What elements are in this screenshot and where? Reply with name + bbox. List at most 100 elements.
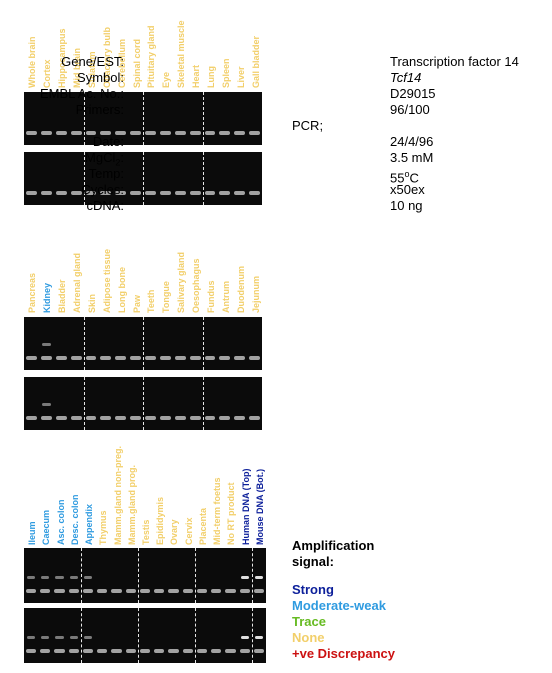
gene-label: Gene/EST: — [61, 54, 124, 69]
gel-band — [97, 589, 108, 593]
lane-separator — [84, 92, 85, 145]
panel-2: Pancreas Kidney Bladder Adrenal gland Skin Ad… — [24, 225, 264, 435]
symbol-value: Tcf14 — [390, 70, 422, 85]
lane-label: Epididymis — [155, 496, 166, 545]
lane-label: Pituitary gland — [146, 25, 157, 88]
gel-band — [168, 649, 179, 653]
legend-trace: Trace — [292, 614, 326, 629]
pcr-label: PCR; — [292, 118, 324, 133]
gel-band — [82, 589, 94, 593]
mgcl-value: 3.5 mM — [390, 150, 434, 165]
gel-band — [145, 416, 156, 420]
gel-band — [211, 589, 222, 593]
gel-band — [168, 589, 179, 593]
gel-band — [26, 416, 37, 420]
gel-band — [26, 356, 37, 360]
gel-band — [26, 589, 37, 593]
gel-band — [115, 191, 127, 195]
lane-label: Mid-term foetus — [212, 477, 223, 546]
lane-label: Ovary — [169, 519, 180, 545]
product-band — [240, 636, 249, 639]
gel-band — [145, 356, 156, 360]
gel-band — [219, 131, 231, 135]
gel-band — [130, 131, 141, 135]
gel-image-top — [24, 317, 262, 370]
legend-moderate: Moderate-weak — [292, 598, 386, 613]
cdna-value: 10 ng — [390, 198, 423, 213]
lane-label: Caecum — [41, 509, 52, 545]
gel-band — [26, 191, 37, 195]
lane-separator — [84, 317, 85, 370]
gel-band — [159, 131, 171, 135]
gel-band — [159, 416, 171, 420]
product-band — [27, 576, 36, 579]
gel-band — [159, 356, 171, 360]
gel-band — [139, 649, 151, 653]
gel-band — [204, 131, 216, 135]
embl-label: EMBL Ac. No.: — [39, 86, 124, 101]
lane-label: Salivary gland — [176, 251, 187, 313]
gel-band — [249, 131, 260, 135]
product-band — [55, 636, 64, 639]
lane-label: Spleen — [220, 58, 231, 88]
gel-band — [100, 131, 112, 135]
gel-band — [189, 131, 201, 135]
product-band — [83, 576, 93, 579]
product-band — [55, 576, 64, 579]
lane-label: Cortex — [42, 59, 53, 88]
gel-band — [115, 416, 127, 420]
lane-separator — [203, 152, 204, 205]
gel-band — [234, 416, 246, 420]
gel-band — [55, 416, 67, 420]
lane-separator — [138, 608, 139, 663]
lane-label: Human DNA (Top) — [240, 468, 251, 546]
lane-label: Oesophagus — [191, 258, 202, 313]
gel-band — [26, 131, 37, 135]
gel-band — [234, 131, 246, 135]
gel-band — [125, 649, 136, 653]
gel-image-top — [24, 548, 266, 603]
gel-band — [189, 356, 201, 360]
gel-band — [70, 356, 82, 360]
lane-label: Duodenum — [235, 266, 246, 313]
lane-label: Long bone — [116, 267, 127, 313]
lane-labels: Ileum Caecum Asc. colon Desc. colon Appendix… — [24, 446, 266, 546]
gel-band — [68, 649, 79, 653]
mgcl-label: MgCl2: — [85, 150, 124, 168]
lane-separator — [138, 548, 139, 603]
gel-band — [249, 416, 260, 420]
lane-separator — [203, 317, 204, 370]
lane-label: Fundus — [205, 280, 216, 314]
lane-separator — [84, 377, 85, 430]
gel-band — [111, 589, 122, 593]
lane-separator — [81, 548, 82, 603]
lane-label: Whole brain — [27, 36, 38, 89]
gel-band — [40, 649, 51, 653]
gel-band — [211, 649, 222, 653]
gel-band — [85, 131, 97, 135]
gel-band — [253, 589, 264, 593]
lane-separator — [203, 92, 204, 145]
product-band — [41, 576, 50, 579]
lane-labels: Pancreas Kidney Bladder Adrenal gland Skin Ad… — [24, 225, 264, 313]
product-band — [41, 636, 50, 639]
lane-separator — [252, 548, 253, 603]
lane-separator — [252, 608, 253, 663]
legend-strong: Strong — [292, 582, 334, 597]
legend-title: Amplification — [292, 538, 375, 553]
gel-band — [115, 356, 127, 360]
product-band — [240, 576, 249, 579]
lane-separator — [143, 377, 144, 430]
legend-subtitle: signal: — [292, 554, 334, 569]
gel-band — [234, 191, 246, 195]
gel-band — [40, 589, 51, 593]
gel-band — [130, 191, 141, 195]
lane-label: Asc. colon — [55, 499, 66, 545]
temp-value: 55oC — [390, 169, 419, 186]
lane-label: Placenta — [197, 507, 208, 545]
gel-band — [253, 649, 264, 653]
product-band — [69, 576, 78, 579]
gel-band — [55, 356, 67, 360]
lane-label: Mamm.gland non-preg. — [112, 446, 123, 545]
lane-label: Liver — [235, 66, 246, 88]
